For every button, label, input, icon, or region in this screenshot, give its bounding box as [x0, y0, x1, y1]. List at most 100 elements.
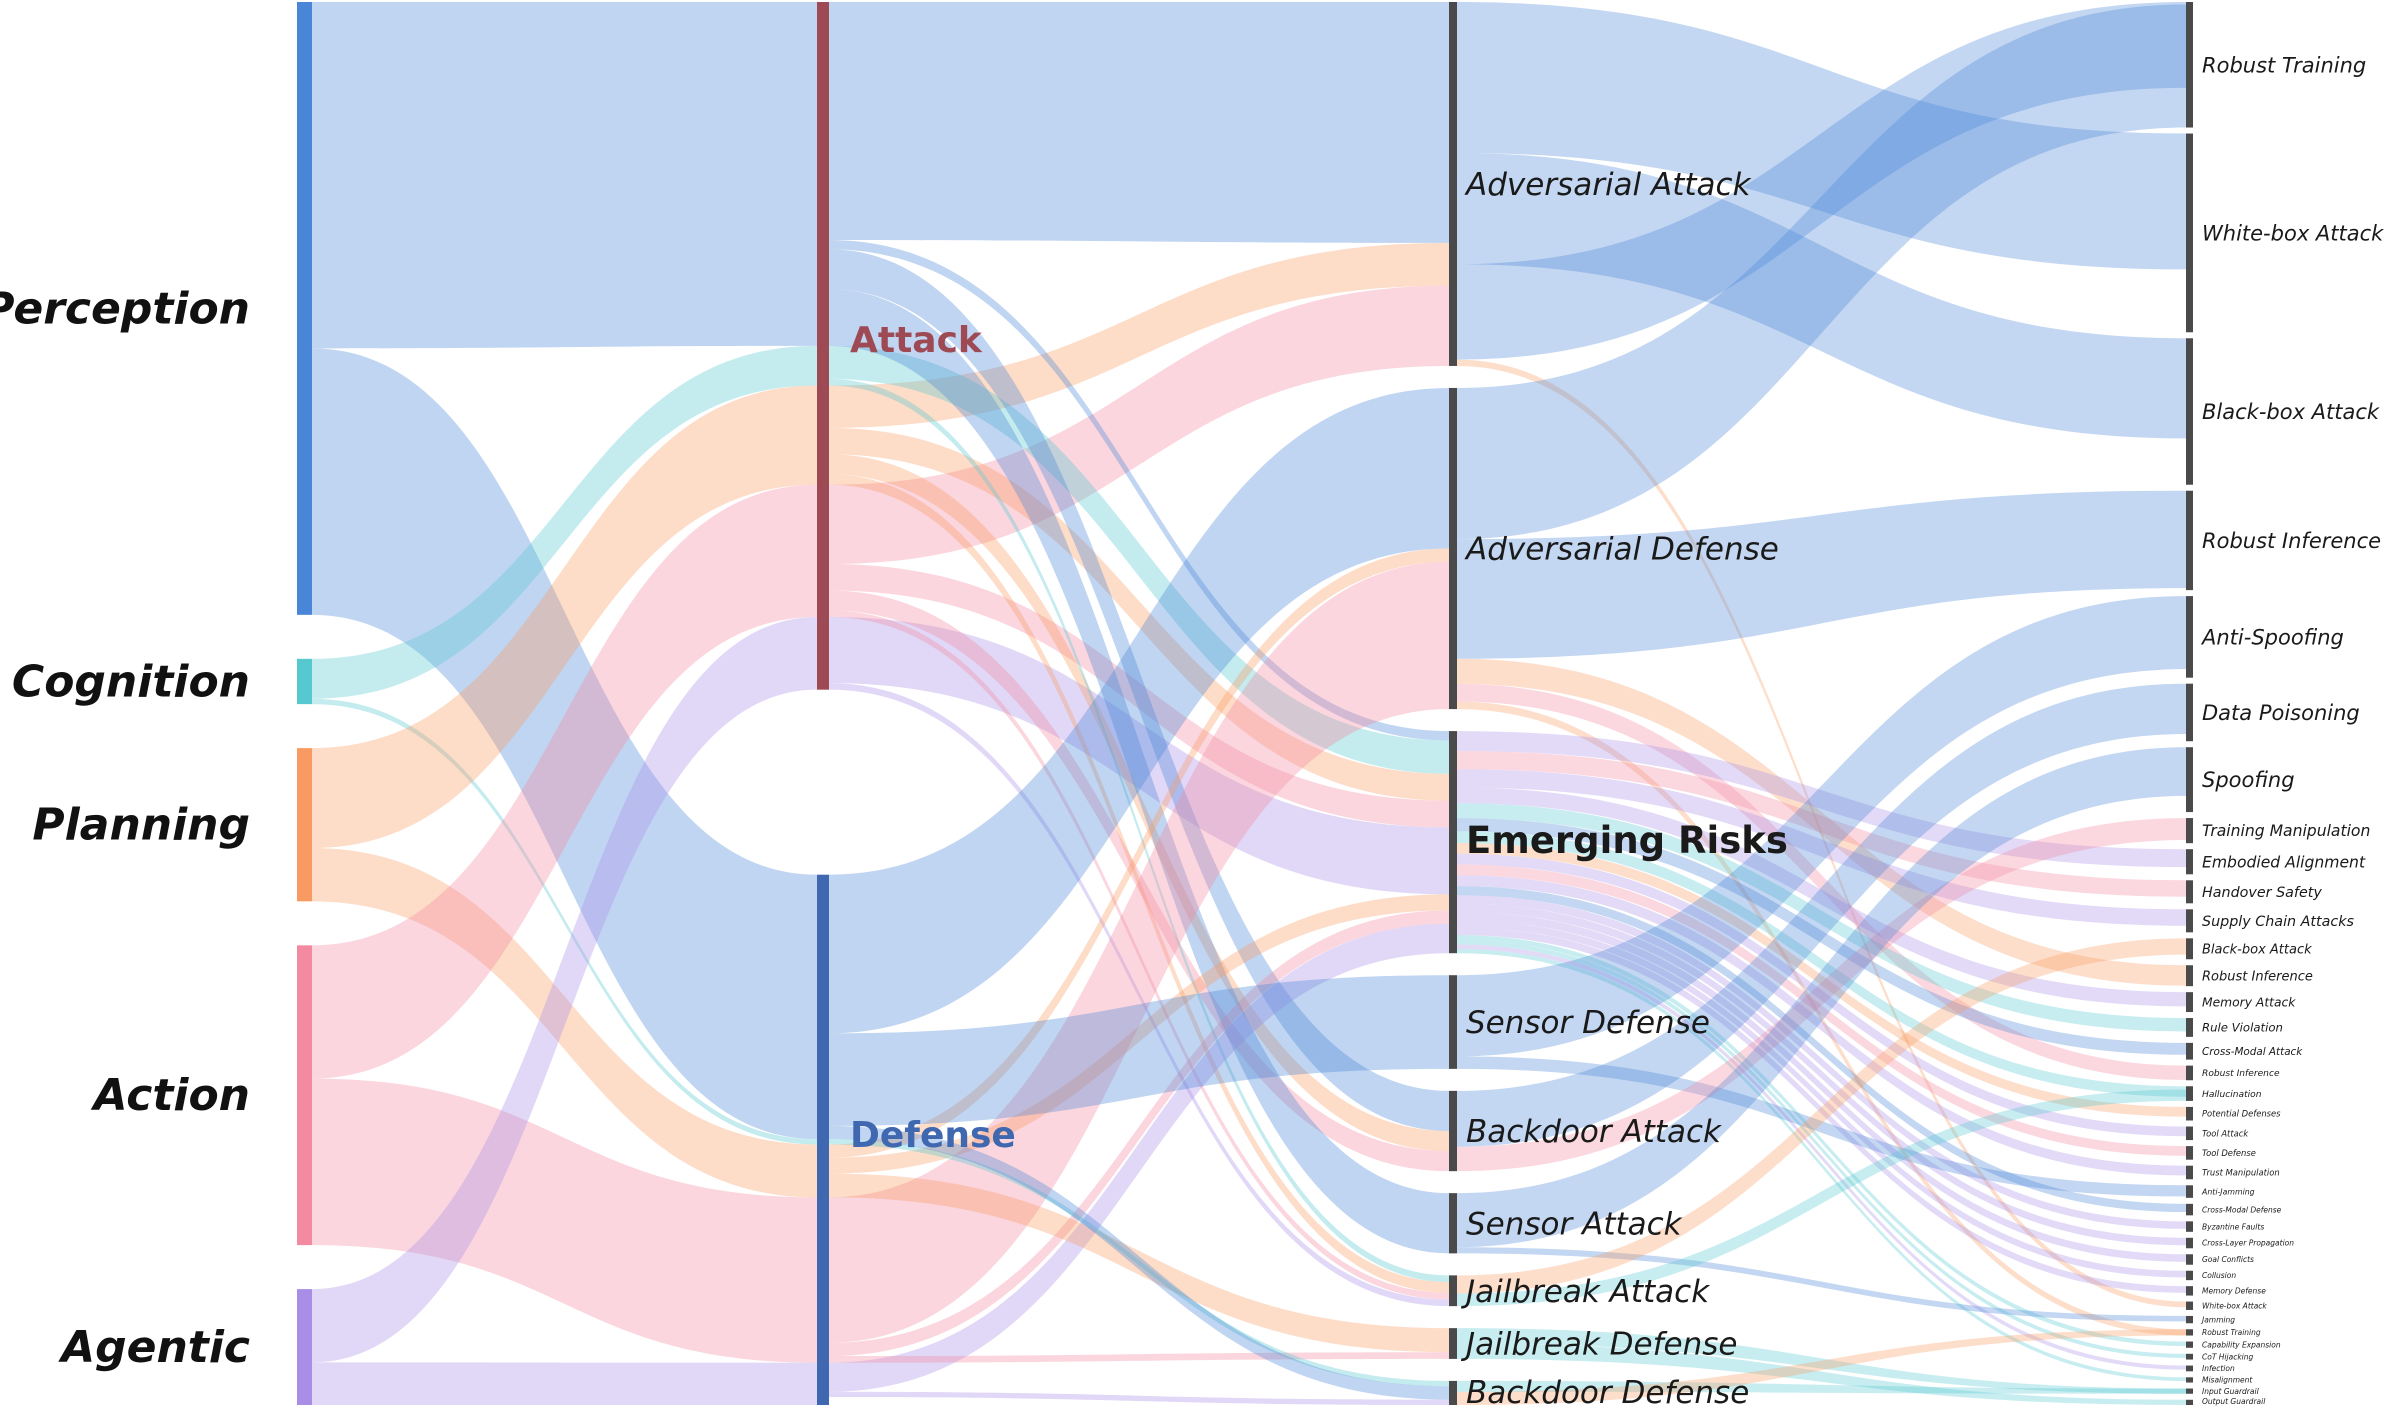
link-action-to-attack [312, 484, 817, 1079]
node-robust-training [2186, 1329, 2193, 1336]
link-adversarial-defense-to-robust-training [1457, 4, 2186, 540]
link-attack-to-jailbreak-attack [829, 683, 1449, 1307]
node-tool-defense [2186, 1146, 2193, 1160]
node-jailbreak-defense [1449, 1328, 1457, 1359]
link-jailbreak-attack-to-hallucination [1457, 1089, 2186, 1307]
link-attack-to-backdoor-attack [829, 454, 1449, 1152]
node-black-box-attack [2186, 938, 2193, 960]
node-action [297, 945, 312, 1246]
link-defense-to-adversarial-defense [829, 387, 1449, 1034]
node-emerging-risks [1449, 731, 1457, 954]
link-sensor-attack-to-spoofing [1457, 747, 2186, 1248]
link-backdoor-attack-to-data-poisoning [1457, 683, 2186, 1147]
node-output-guardrail [2186, 1399, 2193, 1405]
link-cognition-to-attack [312, 345, 817, 699]
link-sensor-attack-to-jamming [1457, 1247, 2186, 1322]
label-perception: Perception [0, 283, 250, 334]
link-emerging-risks-to-capability-expansion [1457, 934, 2186, 1347]
label-action: Action [91, 1070, 250, 1121]
link-defense-to-emerging-risks [829, 894, 1449, 1174]
node-cross-modal-defense [2186, 1203, 2193, 1216]
link-attack-to-emerging-risks [829, 564, 1449, 828]
node-byzantine-faults [2186, 1221, 2193, 1232]
label-memory-attack: Memory Attack [2202, 996, 2296, 1010]
node-trust-manipulation [2186, 1165, 2193, 1180]
link-attack-to-adversarial-attack [829, 2, 1449, 243]
link-emerging-risks-to-misalignment [1457, 949, 2186, 1382]
node-cross-layer-propagation [2186, 1237, 2193, 1249]
link-sensor-defense-to-anti-spoofing [1457, 596, 2186, 1057]
label-anti-spoofing: Anti-Spoofing [2200, 625, 2344, 649]
label-training-manipulation: Training Manipulation [2202, 822, 2370, 840]
node-anti-spoofing [2186, 596, 2193, 678]
link-attack-to-adversarial-attack [829, 285, 1449, 565]
label-cot-hijacking: CoT Hijacking [2202, 1352, 2253, 1361]
node-data-poisoning [2186, 683, 2193, 742]
label-byzantine-faults: Byzantine Faults [2202, 1222, 2264, 1231]
link-adversarial-attack-to-white-box-attack [1457, 2, 2186, 270]
label-input-guardrail: Input Guardrail [2202, 1387, 2260, 1396]
label-planning: Planning [32, 800, 250, 851]
label-jailbreak-defense: Jailbreak Defense [1460, 1327, 1737, 1363]
node-white-box-attack [2186, 133, 2193, 333]
link-emerging-risks-to-cross-layer-propagation [1457, 903, 2186, 1246]
link-agentic-to-attack [312, 616, 817, 1363]
link-emerging-risks-to-trust-manipulation [1457, 875, 2186, 1176]
link-defense-to-jailbreak-defense [829, 1352, 1449, 1363]
label-supply-chain-attacks: Supply Chain Attacks [2202, 914, 2355, 930]
node-embodied-alignment [2186, 849, 2193, 875]
link-backdoor-attack-to-training-manipulation [1457, 818, 2186, 1172]
link-cognition-to-defense [312, 698, 817, 1145]
link-defense-to-adversarial-defense [829, 548, 1449, 1158]
label-anti-jamming: Anti-Jamming [2201, 1187, 2255, 1196]
link-attack-to-adversarial-attack [829, 242, 1449, 428]
label-emerging-risks: Emerging Risks [1466, 819, 1788, 862]
label-cognition: Cognition [12, 656, 250, 707]
label-robust-inference: Robust Inference [2202, 969, 2313, 984]
node-infection [2186, 1365, 2193, 1372]
link-emerging-risks-to-rule-violation [1457, 803, 2186, 1032]
links-layer-2 [829, 2, 1449, 1405]
node-rule-violation [2186, 1018, 2193, 1037]
link-action-to-defense [312, 1078, 817, 1363]
node-robust-inference [2186, 965, 2193, 987]
label-capability-expansion: Capability Expansion [2202, 1340, 2281, 1349]
link-attack-to-jailbreak-attack [829, 378, 1449, 1283]
node-defense [817, 874, 829, 1405]
links-layer-3 [1457, 2, 2186, 1405]
link-planning-to-defense [312, 848, 817, 1198]
node-white-box-attack [2186, 1301, 2193, 1310]
link-adversarial-defense-to-robust-inference [1457, 490, 2186, 659]
label-cross-modal-attack: Cross-Modal Attack [2202, 1046, 2303, 1058]
link-agentic-to-defense [312, 1362, 817, 1405]
label-black-box-attack: Black-box Attack [2202, 942, 2312, 957]
label-jailbreak-attack: Jailbreak Attack [1460, 1274, 1710, 1310]
label-trust-manipulation: Trust Manipulation [2202, 1168, 2280, 1178]
link-emerging-risks-to-collusion [1457, 920, 2186, 1278]
link-emerging-risks-to-tool-attack [1457, 853, 2186, 1137]
link-adversarial-attack-to-robust-training [1457, 2, 2186, 360]
node-backdoor-attack [1449, 1090, 1457, 1172]
node-collusion [2186, 1270, 2193, 1281]
node-jamming [2186, 1315, 2193, 1324]
link-attack-to-jailbreak-attack [829, 474, 1449, 1293]
node-anti-jamming [2186, 1185, 2193, 1198]
node-supply-chain-attacks [2186, 909, 2193, 933]
link-defense-to-adversarial-defense [829, 561, 1449, 1343]
node-tool-attack [2186, 1126, 2193, 1141]
link-emerging-risks-to-potential-defenses [1457, 842, 2186, 1117]
link-emerging-risks-to-hallucination [1457, 831, 2186, 1097]
link-perception-to-attack [312, 2, 817, 349]
link-adversarial-attack-to-white-box-attack [1457, 359, 2186, 1308]
label-robust-training: Robust Training [2202, 1328, 2261, 1337]
link-defense-to-backdoor-defense [829, 1139, 1449, 1387]
link-jailbreak-attack-to-black-box-attack [1457, 938, 2186, 1294]
label-adversarial-defense: Adversarial Defense [1464, 532, 1779, 568]
node-sensor-defense [1449, 975, 1457, 1069]
node-handover-safety [2186, 880, 2193, 904]
node-backdoor-defense [1449, 1380, 1457, 1405]
node-training-manipulation [2186, 818, 2193, 844]
link-emerging-risks-to-cross-modal-defense [1457, 886, 2186, 1213]
nodes-layer [297, 2, 2193, 1405]
link-adversarial-defense-to-robust-training [1457, 701, 2186, 1336]
